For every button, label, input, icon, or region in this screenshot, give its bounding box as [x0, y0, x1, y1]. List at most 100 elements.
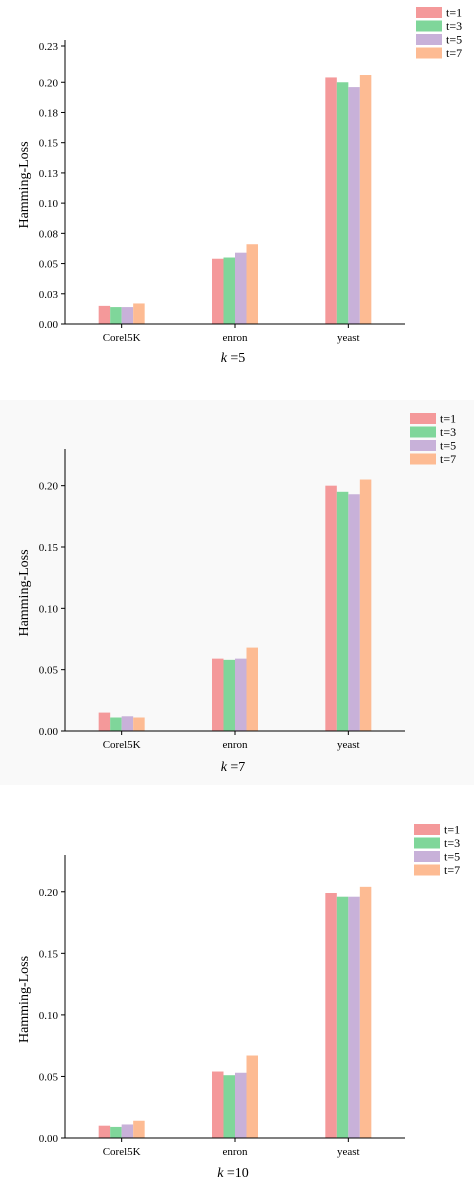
y-tick-label: 0.00 [39, 726, 59, 738]
chart-panel-k7: 0.00 0.05 0.10 0.15 0.20 Corel5K enron yeast Ham… [0, 400, 474, 785]
legend-swatch [410, 453, 436, 465]
legend-label: t=3 [446, 19, 462, 33]
y-tick-label: 0.05 [39, 259, 59, 271]
y-tick-label: 0.03 [39, 289, 59, 301]
bar-enron-t5 [235, 252, 247, 324]
x-tick-label: enron [222, 739, 248, 751]
bar-corel5k-t3 [110, 1126, 122, 1138]
legend-label: t=7 [440, 452, 456, 466]
bar-corel5k-t3 [110, 717, 122, 731]
y-axis-title: Hamming-Loss [17, 956, 32, 1043]
caption-variable: k [217, 1166, 227, 1181]
legend-label: t=3 [444, 836, 460, 850]
legend-label: t=5 [446, 33, 462, 47]
legend-swatch [414, 837, 440, 849]
bar-yeast-t5 [348, 896, 360, 1138]
bar-corel5k-t7 [133, 717, 145, 731]
legend-label: t=1 [444, 823, 460, 837]
y-tick-label: 0.13 [39, 168, 59, 180]
legend: t=1t=3t=5t=7 [414, 823, 460, 877]
x-tick-label: enron [222, 332, 248, 344]
bar-yeast-t3 [336, 82, 349, 324]
y-tick-label: 0.15 [39, 138, 59, 150]
bar-yeast-t5 [348, 494, 360, 731]
bar-enron-t3 [223, 257, 235, 324]
y-tick-label: 0.00 [39, 319, 59, 331]
y-axis-title: Hamming-Loss [17, 141, 32, 228]
x-tick-label: yeast [337, 332, 360, 344]
y-tick-label: 0.15 [39, 948, 59, 960]
bar-yeast-t7 [359, 479, 372, 731]
bar-yeast-t3 [336, 491, 349, 731]
bar-chart-k7: 0.00 0.05 0.10 0.15 0.20 Corel5K enron yeast Ham… [17, 412, 456, 776]
legend-label: t=7 [446, 46, 462, 60]
chart-caption: k =7 [221, 760, 246, 775]
bar-corel5k-t5 [121, 716, 134, 731]
x-tick-label: yeast [337, 1146, 360, 1158]
y-tick-label: 0.10 [39, 603, 59, 615]
caption-variable: k [221, 760, 231, 775]
legend-label: t=1 [446, 6, 462, 20]
legend: t=1t=3t=5t=7 [416, 6, 462, 60]
chart-caption: k =10 [217, 1166, 249, 1181]
legend-label: t=3 [440, 425, 456, 439]
legend-swatch [414, 824, 440, 835]
chart-panel-k10: 0.00 0.05 0.10 0.15 0.20 Corel5K enron yeast Ham… [0, 809, 474, 1189]
y-tick-label: 0.10 [39, 198, 59, 210]
bar-yeast-t5 [348, 87, 360, 324]
bar-corel5k-t7 [133, 303, 145, 324]
bar-corel5k-t5 [121, 1124, 134, 1138]
bar-enron-t7 [246, 244, 258, 324]
legend-swatch [410, 413, 436, 424]
caption-variable: k [221, 351, 231, 366]
bar-enron-t7 [246, 1055, 258, 1138]
bar-enron-t1 [212, 658, 224, 731]
y-tick-label: 0.23 [39, 41, 59, 53]
bar-chart-k5: 0.00 0.03 0.05 0.08 0.10 0.13 0.15 0.18 0.20 0.23… [17, 6, 462, 367]
legend-swatch [416, 34, 442, 45]
caption-value: =5 [230, 351, 245, 366]
x-tick-label: Corel5K [103, 739, 141, 751]
bar-enron-t5 [235, 1072, 247, 1138]
bar-yeast-t1 [325, 77, 337, 325]
y-tick-label: 0.00 [39, 1133, 59, 1145]
y-tick-label: 0.20 [39, 481, 59, 493]
legend-label: t=5 [444, 850, 460, 864]
legend-swatch [416, 20, 442, 32]
y-tick-label: 0.20 [39, 887, 59, 899]
legend-swatch [414, 864, 440, 876]
bar-corel5k-t1 [98, 305, 111, 324]
bars-group [98, 479, 372, 731]
legend-swatch [414, 851, 440, 862]
chart-caption: k =5 [221, 351, 246, 366]
bar-yeast-t1 [325, 485, 337, 731]
bars-group [98, 886, 372, 1138]
bar-corel5k-t5 [121, 307, 134, 324]
x-tick-label: Corel5K [103, 1146, 141, 1158]
y-tick-label: 0.05 [39, 1071, 59, 1083]
caption-value: =10 [227, 1166, 249, 1181]
bar-yeast-t7 [359, 886, 372, 1138]
x-tick-label: yeast [337, 739, 360, 751]
bar-enron-t1 [212, 258, 224, 324]
legend-label: t=7 [444, 863, 460, 877]
legend-label: t=5 [440, 439, 456, 453]
x-tick-label: enron [222, 1146, 248, 1158]
bar-yeast-t1 [325, 893, 337, 1138]
x-tick-label: Corel5K [103, 332, 141, 344]
legend-label: t=1 [440, 412, 456, 426]
y-tick-label: 0.18 [39, 107, 59, 119]
bar-enron-t3 [223, 1075, 235, 1138]
bar-enron-t1 [212, 1071, 224, 1138]
legend-swatch [416, 47, 442, 59]
bar-corel5k-t3 [110, 307, 122, 324]
bar-enron-t7 [246, 647, 258, 731]
legend-swatch [410, 426, 436, 438]
y-tick-label: 0.08 [39, 228, 59, 240]
y-tick-label: 0.20 [39, 77, 59, 89]
legend-swatch [410, 440, 436, 451]
bar-corel5k-t1 [98, 1125, 111, 1138]
bar-enron-t5 [235, 658, 247, 731]
bars-group [98, 75, 372, 325]
legend-swatch [416, 7, 442, 18]
